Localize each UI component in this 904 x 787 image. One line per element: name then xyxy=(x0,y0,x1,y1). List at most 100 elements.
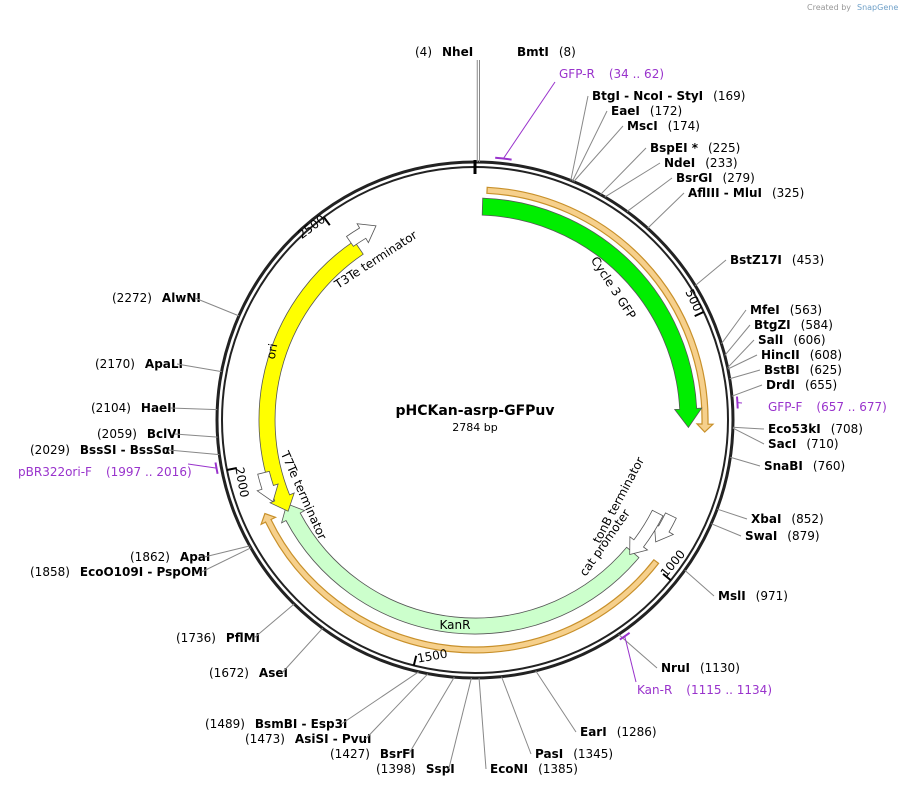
site-pos: (1398) xyxy=(376,762,416,776)
site-label: BstBI (625) xyxy=(764,363,842,377)
backbone-inner xyxy=(221,166,729,674)
cut-site: (1473) AsiSI - PvuI xyxy=(245,673,429,746)
site-connector xyxy=(721,309,747,345)
site-name: HincII xyxy=(761,348,800,362)
cut-site: (1672) AseI xyxy=(209,627,323,680)
cut-site: (1736) PflMI xyxy=(176,603,295,645)
site-name: MslI xyxy=(718,589,746,603)
primer-connector xyxy=(187,463,217,469)
site-pos: (2104) xyxy=(91,401,131,415)
site-connector xyxy=(604,162,661,198)
site-pos: (2059) xyxy=(97,427,137,441)
site-connector xyxy=(501,676,532,755)
tick-label: 2000 xyxy=(232,466,251,499)
site-connector xyxy=(573,125,624,182)
primer-connector xyxy=(624,636,637,683)
site-pos: (233) xyxy=(705,156,737,170)
site-label: EarI (1286) xyxy=(580,725,657,739)
primer: GFP-R (34 .. 62) xyxy=(495,67,664,161)
cut-site: EarI (1286) xyxy=(535,670,657,739)
cut-site: (1398) SspI xyxy=(376,677,472,776)
primer-mark xyxy=(495,156,512,161)
site-label: SalI (606) xyxy=(758,333,826,347)
site-name: NheI xyxy=(442,45,473,59)
site-pos: (879) xyxy=(787,529,819,543)
site-name: SalI xyxy=(758,333,783,347)
site-label: Eco53kI (708) xyxy=(768,422,863,436)
cut-site: SalI (606) xyxy=(727,333,826,369)
site-label: BtgI - NcoI - StyI (169) xyxy=(592,89,745,103)
site-connector xyxy=(724,324,751,356)
site-connector xyxy=(204,545,250,558)
primer-label: GFP-R (34 .. 62) xyxy=(559,67,664,81)
site-label: AflIII - MluI (325) xyxy=(688,186,804,200)
site-label: BsrGI (279) xyxy=(676,171,755,185)
primer-name: Kan-R xyxy=(637,683,672,697)
site-label: BspEI * (225) xyxy=(650,141,740,155)
cut-site: BsrGI (279) xyxy=(626,171,755,212)
primer-name: GFP-F xyxy=(768,400,803,414)
site-label: SwaI (879) xyxy=(745,529,820,543)
small-arrow xyxy=(629,509,664,556)
site-name: AseI xyxy=(259,666,288,680)
site-connector xyxy=(174,433,218,438)
cut-site: SnaBI (760) xyxy=(730,456,845,473)
created-by: Created by xyxy=(807,3,851,12)
site-label: (2272) AlwNI xyxy=(112,291,201,305)
site-pos: (563) xyxy=(790,303,822,317)
site-label: HincII (608) xyxy=(761,348,842,362)
site-connector xyxy=(281,627,323,674)
site-label: BtgZI (584) xyxy=(754,318,833,332)
cut-site: BtgZI (584) xyxy=(724,318,833,356)
site-connector xyxy=(570,95,589,181)
site-label: SnaBI (760) xyxy=(764,459,845,473)
primer-range: (1997 .. 2016) xyxy=(106,465,192,479)
site-name: AsiSI - PvuI xyxy=(295,732,372,746)
cut-site: (4) NheI xyxy=(415,45,478,163)
cut-site: EaeI (172) xyxy=(572,104,682,182)
primer-name: pBR322ori-F xyxy=(18,465,92,479)
site-label: (1862) ApaI xyxy=(130,550,210,564)
cut-site: BtgI - NcoI - StyI (169) xyxy=(570,89,745,181)
site-connector xyxy=(647,192,685,229)
small-arrow xyxy=(345,223,377,247)
site-pos: (1858) xyxy=(30,565,70,579)
site-connector xyxy=(716,508,748,520)
site-label: (2104) HaeII xyxy=(91,401,176,415)
site-connector xyxy=(535,670,577,733)
site-name: SnaBI xyxy=(764,459,803,473)
primer-mark xyxy=(214,462,219,475)
site-label: BstZ17I (453) xyxy=(730,253,824,267)
site-name: HaeII xyxy=(141,401,176,415)
site-label: (1672) AseI xyxy=(209,666,288,680)
site-connector xyxy=(730,456,761,467)
site-label: DrdI (655) xyxy=(766,378,837,392)
site-name: EarI xyxy=(580,725,607,739)
site-pos: (172) xyxy=(650,104,682,118)
site-pos: (2170) xyxy=(95,357,135,371)
site-connector xyxy=(600,147,647,195)
site-connector xyxy=(727,354,758,370)
site-label: (2059) BclVI xyxy=(97,427,181,441)
feature-arrow xyxy=(481,197,703,429)
site-name: MfeI xyxy=(750,303,780,317)
site-pos: (1736) xyxy=(176,631,216,645)
primer-name: GFP-R xyxy=(559,67,595,81)
site-label: (4) NheI xyxy=(415,45,473,59)
orf-band xyxy=(486,186,715,433)
cut-site: BstZ17I (453) xyxy=(694,253,824,286)
site-pos: (325) xyxy=(772,186,804,200)
tick-label: 1500 xyxy=(416,647,449,666)
site-label: (1473) AsiSI - PvuI xyxy=(245,732,372,746)
site-name: BsrGI xyxy=(676,171,713,185)
primer-label: pBR322ori-F (1997 .. 2016) xyxy=(18,465,192,479)
site-pos: (1862) xyxy=(130,550,170,564)
site-label: (1427) BsrFI xyxy=(330,747,415,761)
cut-site: (1858) EcoO109I - PspOMI xyxy=(30,547,252,579)
site-pos: (710) xyxy=(806,437,838,451)
cut-site: (1489) BsmBI - Esp3I xyxy=(205,671,419,731)
site-pos: (606) xyxy=(793,333,825,347)
brand: SnapGene xyxy=(857,3,898,12)
site-name: NruI xyxy=(661,661,690,675)
cut-site: XbaI (852) xyxy=(716,508,824,526)
